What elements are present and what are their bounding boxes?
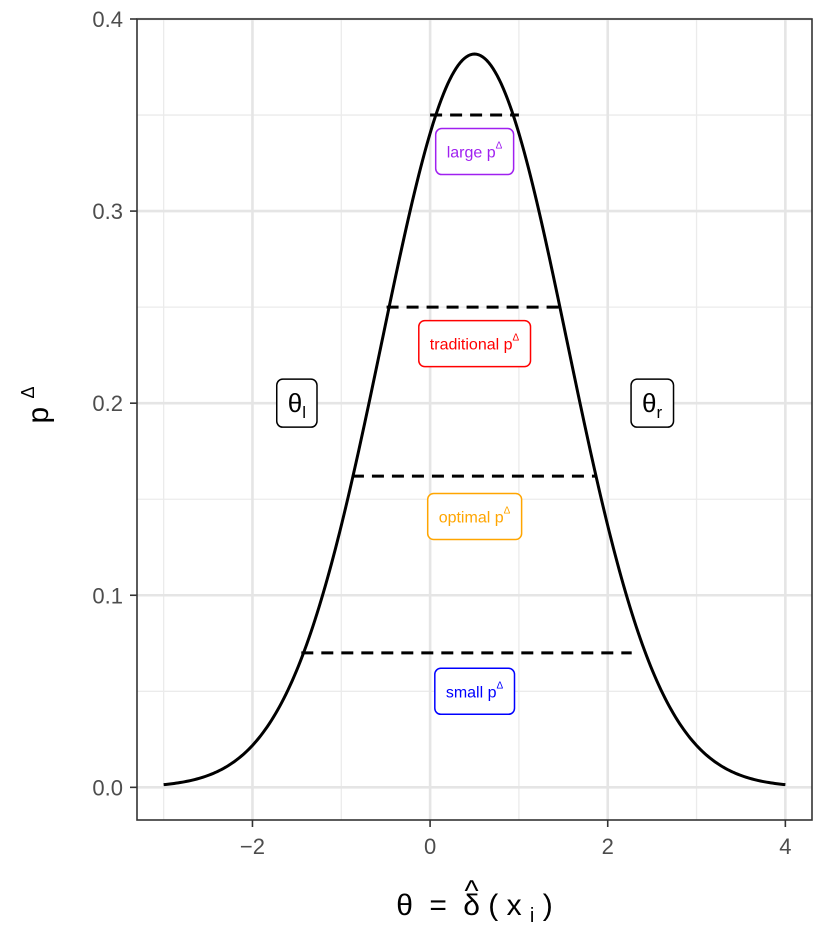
annotation-text: small pΔ xyxy=(446,680,504,701)
y-tick-label: 0.1 xyxy=(92,583,123,608)
x-title-sub: i xyxy=(530,905,534,927)
annotation-large: large pΔ xyxy=(434,127,515,176)
x-axis-ticks: −2 0 2 4 xyxy=(240,820,791,859)
theta-text: θl xyxy=(288,388,306,422)
x-title-x: x xyxy=(507,889,522,922)
x-tick-label: −2 xyxy=(240,834,265,859)
x-title-eq: = xyxy=(429,889,447,922)
annotation-labels: large pΔ traditional pΔ optimal pΔ small pΔ xyxy=(418,127,532,716)
x-tick-label: 0 xyxy=(424,834,436,859)
theta-label-right: θr xyxy=(630,378,675,428)
y-axis-ticks: 0.0 0.1 0.2 0.3 0.4 xyxy=(92,7,137,800)
annotation-optimal: optimal pΔ xyxy=(426,492,523,541)
svg-text:θ = δ (: θ = δ ( x i ) xyxy=(396,889,552,929)
x-title-delta: δ xyxy=(463,889,480,922)
svg-text:p Δ: p Δ xyxy=(18,386,55,423)
x-title-theta: θ xyxy=(396,889,413,922)
annotation-box xyxy=(434,667,516,716)
annotation-box xyxy=(418,319,532,368)
y-tick-label: 0.0 xyxy=(92,775,123,800)
y-axis-title: p Δ xyxy=(18,386,55,423)
x-axis-title: θ = δ ( x i ) ^ xyxy=(396,875,552,929)
y-tick-label: 0.4 xyxy=(92,7,123,32)
theta-labels: θl θr xyxy=(275,378,675,428)
theta-text: θr xyxy=(642,388,662,422)
y-tick-label: 0.3 xyxy=(92,199,123,224)
x-tick-label: 2 xyxy=(602,834,614,859)
y-title-p: p xyxy=(22,407,55,424)
y-title-delta: Δ xyxy=(18,386,38,398)
x-tick-label: 4 xyxy=(779,834,791,859)
annotation-box xyxy=(434,127,515,176)
x-title-paren-open: ( xyxy=(488,889,498,922)
annotation-box xyxy=(426,492,523,541)
annotation-text: optimal pΔ xyxy=(439,506,511,527)
theta-box xyxy=(275,378,318,428)
dashed-level-lines xyxy=(301,113,632,655)
x-title-paren-close: ) xyxy=(543,889,553,922)
panel-border xyxy=(136,18,813,821)
y-tick-label: 0.2 xyxy=(92,391,123,416)
annotation-small: small pΔ xyxy=(434,667,516,716)
theta-label-left: θl xyxy=(275,378,318,428)
annotation-traditional: traditional pΔ xyxy=(418,319,532,368)
annotation-text: traditional pΔ xyxy=(430,333,520,354)
annotation-text: large pΔ xyxy=(447,141,503,162)
density-curve xyxy=(163,52,786,787)
x-title-hat: ^ xyxy=(465,875,479,908)
theta-box xyxy=(630,378,675,428)
